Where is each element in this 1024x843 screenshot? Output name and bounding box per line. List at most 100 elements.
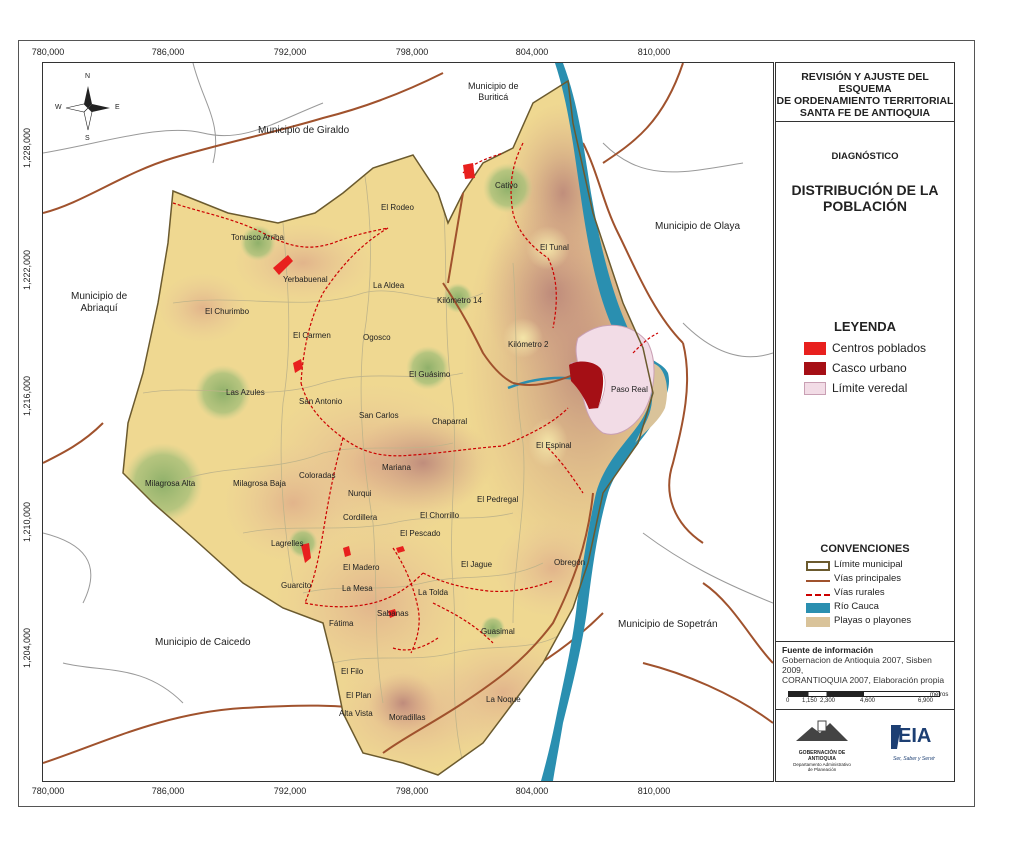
x-tick-label: 804,000 — [515, 786, 549, 796]
place-label: El Madero — [343, 563, 380, 572]
x-tick-label: 780,000 — [31, 47, 65, 57]
place-label: Milagrosa Alta — [145, 479, 196, 488]
place-label: Guasimal — [481, 627, 515, 636]
place-label: Tonusco Arriba — [231, 233, 284, 242]
x-tick-label: 780,000 — [31, 786, 65, 796]
vereda-boundaries — [142, 162, 564, 764]
eia-logo: EIA Ser, Saber y Servir — [884, 721, 944, 771]
conventions-title: CONVENCIONES — [820, 543, 910, 555]
place-label: El Filo — [341, 667, 364, 676]
place-label: La Tolda — [418, 588, 449, 597]
place-label: La Mesa — [342, 584, 373, 593]
municipality-label-caicedo: Municipio de Caicedo — [155, 637, 251, 648]
municipality-label-olaya: Municipio de Olaya — [655, 221, 741, 232]
legend-swatch — [804, 382, 826, 395]
x-tick-label: 810,000 — [637, 786, 671, 796]
x-tick-label: 810,000 — [637, 47, 671, 57]
population-map[interactable]: N S W E Municipio de Giraldo Municipio d… — [42, 62, 774, 782]
inner-main-roads — [382, 192, 594, 754]
source-title: Fuente de información — [782, 645, 874, 655]
place-label: El Tunal — [540, 243, 569, 252]
place-label: Paso Real — [611, 385, 648, 394]
main-title: DISTRIBUCIÓN DE LA POBLACIÓN — [791, 182, 939, 214]
place-label: Yerbabuenal — [283, 275, 328, 284]
y-tick-label: 1,228,000 — [22, 127, 32, 168]
sheet-title: REVISIÓN Y AJUSTE DEL ESQUEMA DE ORDENAM… — [776, 71, 954, 119]
x-tick-label: 786,000 — [151, 47, 185, 57]
legend-box: DIAGNÓSTICO DISTRIBUCIÓN DE LA POBLACIÓN… — [776, 121, 954, 642]
place-label: El Pedregal — [477, 495, 519, 504]
place-label: Cordillera — [343, 513, 378, 522]
convention-symbol — [806, 617, 830, 627]
place-label: Fátima — [329, 619, 354, 628]
municipality-label-sopetran: Municipio de Sopetrán — [618, 619, 718, 630]
place-label: El Churimbo — [205, 307, 250, 316]
eia-logo-icon — [891, 725, 901, 749]
place-label: Obregón — [554, 558, 586, 567]
place-label: Alta Vista — [339, 709, 373, 718]
municipality-label-giraldo: Municipio de Giraldo — [258, 125, 350, 136]
place-label: Las Azules — [226, 388, 265, 397]
place-label: Cativo — [495, 181, 518, 190]
convention-symbol — [806, 603, 830, 613]
north-arrow-icon — [65, 86, 110, 131]
y-tick-label: 1,204,000 — [22, 627, 32, 668]
place-label: El Rodeo — [381, 203, 414, 212]
north-label-n: N — [85, 73, 91, 80]
municipality-label-buritica: Municipio de Buriticá — [468, 81, 519, 102]
north-label-w: W — [55, 104, 62, 111]
x-tick-label: 798,000 — [395, 47, 429, 57]
sheet-title-box: REVISIÓN Y AJUSTE DEL ESQUEMA DE ORDENAM… — [776, 63, 954, 122]
gobernacion-logo-icon — [796, 720, 848, 741]
map-canvas — [43, 63, 773, 781]
place-label: Chaparral — [432, 417, 468, 426]
place-label: Guarcito — [281, 581, 312, 590]
place-label: El Pescado — [400, 529, 441, 538]
logos-box: GOBERNACIÓN DE ANTIOQUIA Departamento Ad… — [776, 709, 954, 781]
place-label: Ogosco — [363, 333, 391, 342]
place-label: Mariana — [382, 463, 411, 472]
place-label: Kilómetro 14 — [437, 296, 482, 305]
urban-center — [569, 361, 604, 409]
convention-symbol — [806, 580, 830, 582]
place-label: El Jague — [461, 560, 493, 569]
outer-boundaries — [43, 63, 773, 704]
place-label: El Plan — [346, 691, 372, 700]
municipality-label-abriaqui: Municipio de Abriaquí — [71, 291, 128, 314]
x-tick-label: 798,000 — [395, 786, 429, 796]
y-tick-label: 1,222,000 — [22, 249, 32, 290]
y-tick-label: 1,216,000 — [22, 375, 32, 416]
source-text: Gobernacion de Antioquia 2007, Sisben 20… — [782, 655, 945, 685]
x-tick-label: 792,000 — [273, 47, 307, 57]
place-label: El Espinal — [536, 441, 572, 450]
place-label: Nurqui — [348, 489, 372, 498]
convention-symbol — [806, 561, 830, 571]
place-label: El Chorrillo — [420, 511, 460, 520]
place-label: El Carmen — [293, 331, 331, 340]
place-label: Kilómetro 2 — [508, 340, 549, 349]
place-label: San Carlos — [359, 411, 399, 420]
convention-symbol — [806, 594, 830, 596]
place-label: San Antonio — [299, 397, 343, 406]
legend-title: LEYENDA — [833, 319, 897, 334]
legend-swatch — [804, 342, 826, 355]
x-tick-label: 804,000 — [515, 47, 549, 57]
north-label-e: E — [115, 104, 120, 111]
y-tick-label: 1,210,000 — [22, 501, 32, 542]
x-tick-label: 786,000 — [151, 786, 185, 796]
place-label: La Aldea — [373, 281, 405, 290]
map-info-panel: REVISIÓN Y AJUSTE DEL ESQUEMA DE ORDENAM… — [775, 62, 955, 782]
place-label: El Guásimo — [409, 370, 451, 379]
gobernacion-logo: GOBERNACIÓN DE ANTIOQUIA Departamento Ad… — [786, 719, 858, 772]
source-box: Fuente de información Gobernacion de Ant… — [776, 641, 954, 710]
place-label: Lagrelles — [271, 539, 304, 548]
population-density-surface — [123, 81, 653, 775]
place-label: La Noque — [486, 695, 521, 704]
populated-centers — [273, 163, 475, 618]
place-label: Moradillas — [389, 713, 426, 722]
x-tick-label: 792,000 — [273, 786, 307, 796]
north-label-s: S — [85, 135, 90, 142]
subtitle: DIAGNÓSTICO — [831, 151, 899, 162]
rural-roads — [172, 142, 659, 654]
scale-bar: 0 1,150 2,300 4,600 6,900 metros — [786, 691, 949, 704]
